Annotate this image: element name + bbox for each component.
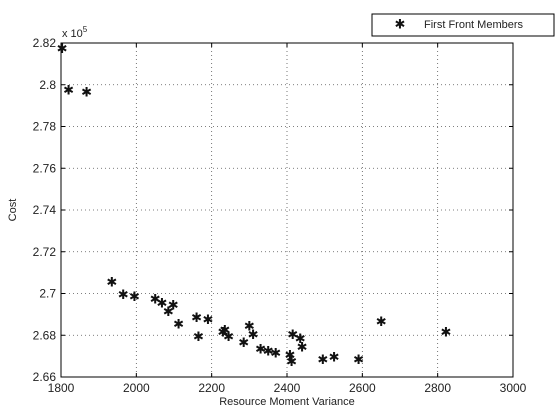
data-point: ✱: [57, 42, 68, 57]
data-point: ✱: [168, 299, 179, 314]
data-point: ✱: [297, 340, 308, 355]
y-tick-label: 2.68: [33, 328, 57, 342]
x-tick-label: 2000: [123, 381, 150, 395]
x-tick-label: 2800: [424, 381, 451, 395]
data-point: ✱: [238, 336, 249, 351]
y-tick-label: 2.82: [33, 36, 57, 50]
y-tick-label: 2.72: [33, 245, 57, 259]
data-point: ✱: [106, 276, 117, 291]
data-point: ✱: [191, 311, 202, 326]
y-scale-note: x 105: [62, 25, 88, 40]
data-point: ✱: [81, 86, 92, 101]
axis-ticks: 1800 2000 2200 2400 2600 2800 30002.662.682.72…: [33, 36, 527, 395]
grid-lines: [61, 43, 513, 377]
data-point: ✱: [156, 296, 167, 311]
y-scale-exponent: 5: [83, 25, 88, 34]
data-point: ✱: [353, 353, 364, 368]
data-point: ✱: [287, 328, 298, 343]
data-point: ✱: [329, 351, 340, 366]
data-point: ✱: [248, 328, 259, 343]
data-point: ✱: [202, 313, 213, 328]
data-point: ✱: [223, 330, 234, 345]
x-tick-label: 2600: [349, 381, 376, 395]
legend-marker: ✱: [395, 18, 406, 33]
data-point: ✱: [63, 84, 74, 99]
y-axis-label: Cost: [7, 199, 19, 222]
data-point: ✱: [173, 317, 184, 332]
x-tick-label: 2200: [198, 381, 225, 395]
y-tick-label: 2.78: [33, 120, 57, 134]
y-tick-label: 2.8: [39, 78, 56, 92]
data-point: ✱: [263, 344, 274, 359]
data-point: ✱: [295, 332, 306, 347]
legend-label: First Front Members: [424, 19, 524, 31]
legend-box: [371, 13, 555, 37]
data-point: ✱: [163, 305, 174, 320]
data-point: ✱: [285, 349, 296, 364]
data-point: ✱: [270, 347, 281, 362]
x-tick-label: 2400: [274, 381, 301, 395]
data-point: ✱: [193, 330, 204, 345]
data-point: ✱: [218, 326, 229, 341]
y-tick-label: 2.76: [33, 161, 57, 175]
data-point: ✱: [317, 353, 328, 368]
data-point: ✱: [376, 315, 387, 330]
x-tick-label: 1800: [48, 381, 75, 395]
y-scale-multiplier: x 10: [62, 28, 83, 40]
data-point: ✱: [219, 324, 230, 339]
data-point: ✱: [150, 292, 161, 307]
data-point: ✱: [129, 290, 140, 305]
x-tick-label: 3000: [500, 381, 527, 395]
legend: ✱ First Front Members: [371, 13, 555, 37]
x-axis-label: Resource Moment Variance: [219, 396, 355, 407]
data-point: ✱: [244, 319, 255, 334]
y-tick-label: 2.66: [33, 370, 57, 384]
data-point: ✱: [118, 288, 129, 303]
y-tick-label: 2.74: [33, 203, 57, 217]
data-points: ✱✱ ✱✱✱ ✱ ✱✱✱✱✱ ✱✱✱✱✱✱ ✱✱✱✱✱✱ ✱✱✱✱✱✱ ✱ ✱✱✱: [57, 42, 452, 370]
data-point: ✱: [441, 326, 452, 341]
data-point: ✱: [255, 342, 266, 357]
data-point: ✱: [286, 355, 297, 370]
y-tick-label: 2.7: [39, 287, 56, 301]
